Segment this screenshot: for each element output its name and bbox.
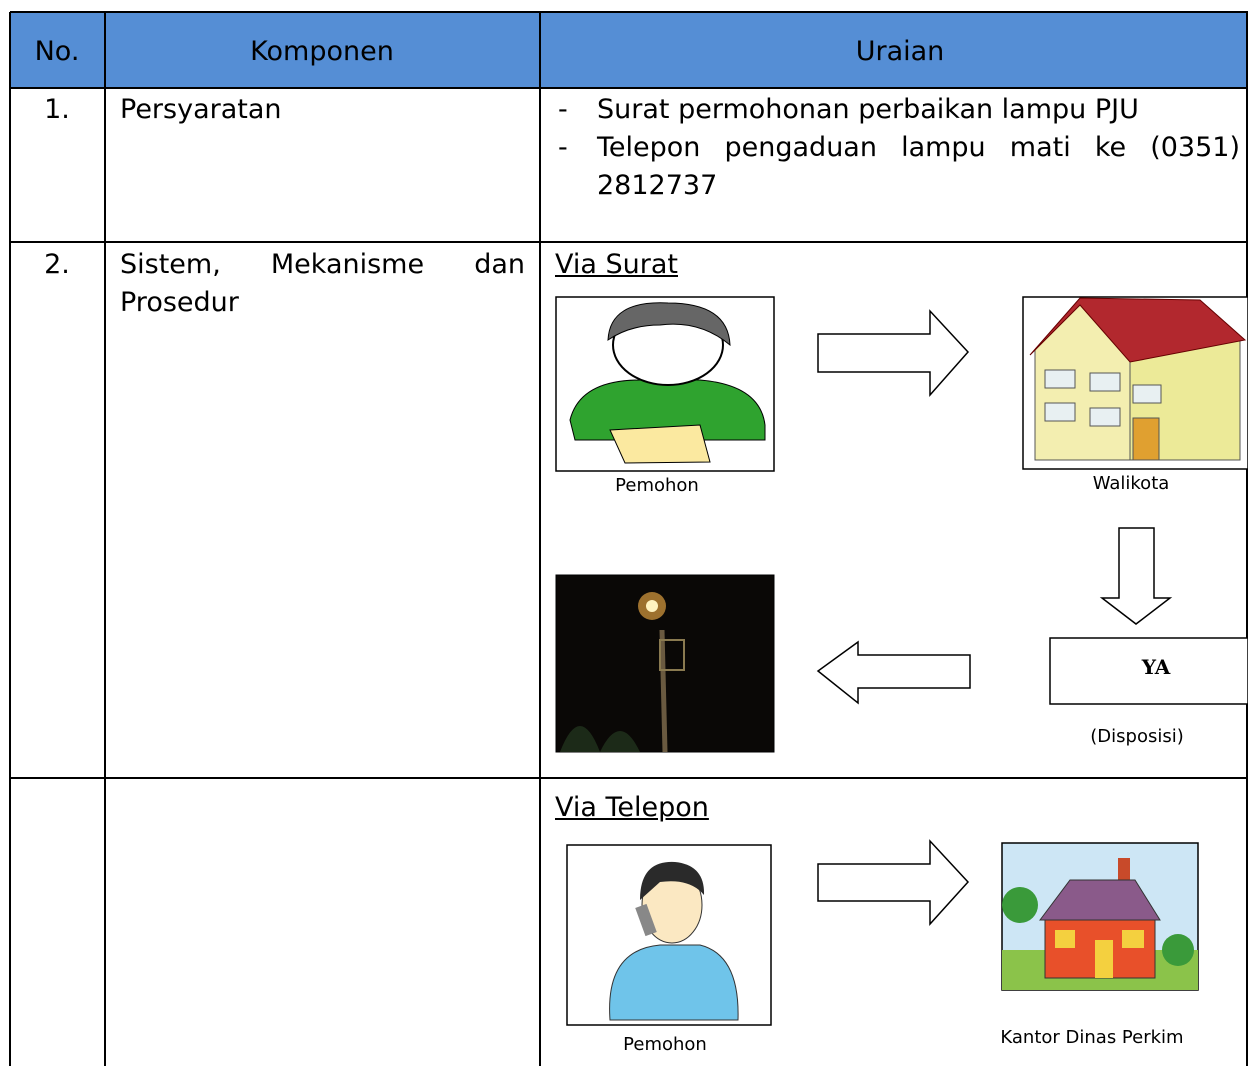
table-grid [9, 11, 1248, 1066]
image-office [1001, 842, 1199, 991]
requirement: Telepon pengaduan lampu mati ke (0351) 2… [597, 132, 1240, 201]
bullet-marker: - [558, 94, 568, 125]
header-background [10, 12, 1248, 88]
image-caption: Pemohon [623, 1034, 707, 1055]
image-house [1022, 296, 1248, 470]
header-cell: Uraian [855, 36, 945, 67]
image-caller [566, 844, 772, 1026]
component: Persyaratan [120, 94, 282, 125]
image-caption: Kantor Dinas Perkim [1000, 1027, 1184, 1048]
section-heading: Via Surat [555, 249, 678, 280]
decision-box: YA [1141, 655, 1171, 679]
requirement: Surat permohonan perbaikan lampu PJU [597, 94, 1139, 125]
component: Sistem, Mekanisme dan Prosedur [120, 249, 525, 318]
image-street-lamp [555, 574, 775, 753]
header-cell: No. [34, 36, 80, 67]
image-caption: Walikota [1092, 473, 1170, 494]
row-number: 2. [44, 249, 70, 280]
bullet-marker: - [558, 132, 568, 163]
image-caption: Pemohon [615, 475, 699, 496]
row-number: 1. [44, 94, 70, 125]
flow-arrows [816, 309, 1248, 926]
header-cell: Komponen [250, 36, 394, 67]
image-writer [555, 296, 775, 472]
section-heading: Via Telepon [555, 792, 709, 823]
image-caption: (Disposisi) [1090, 726, 1184, 747]
